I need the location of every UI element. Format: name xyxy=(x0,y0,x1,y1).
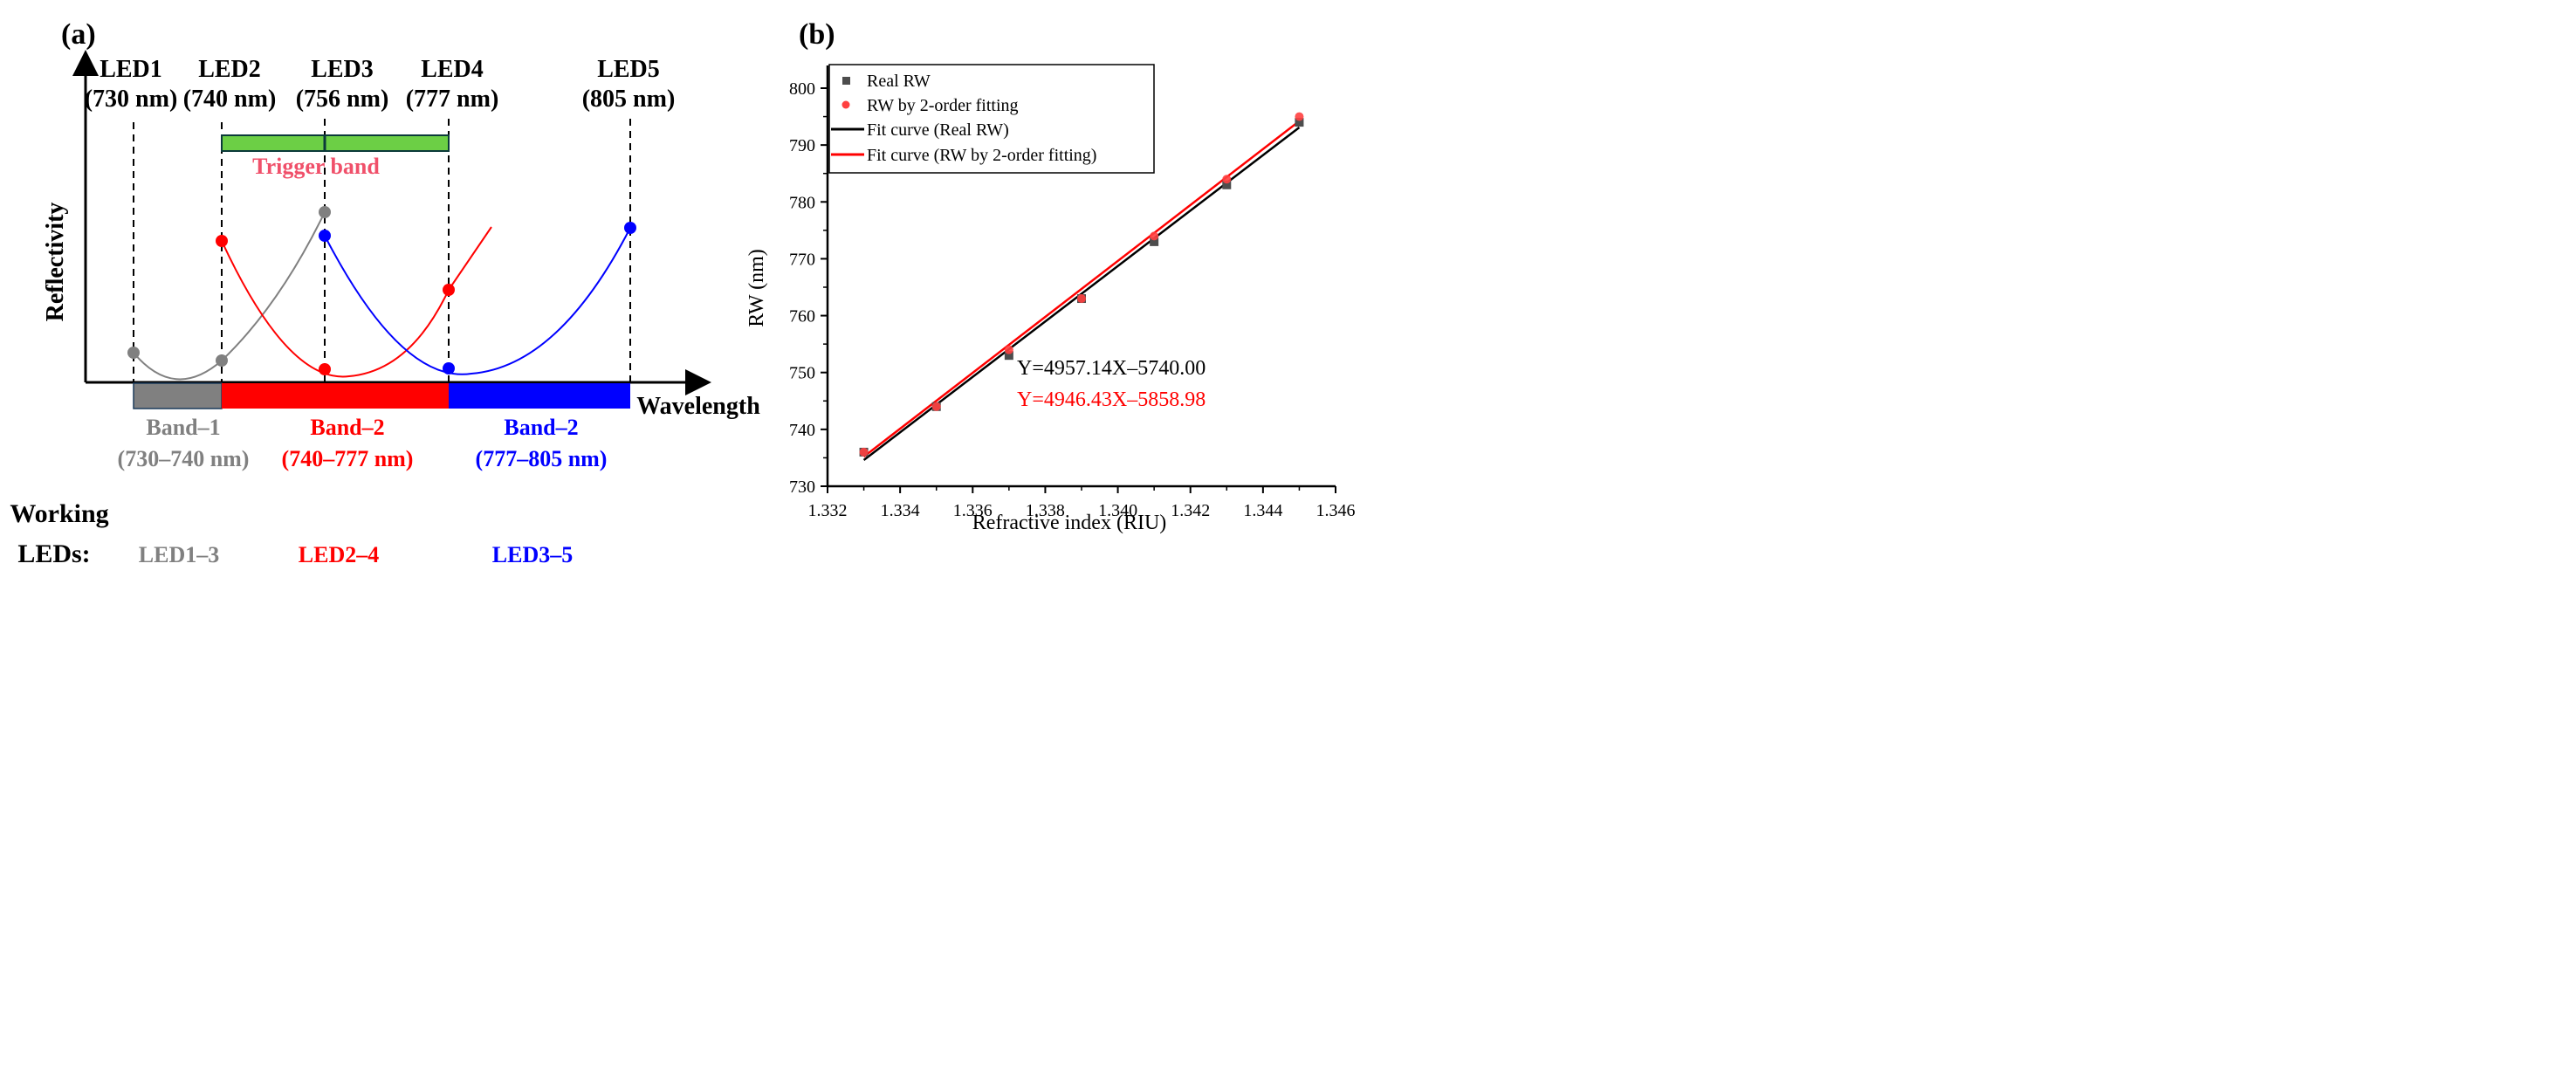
legend-square-marker xyxy=(842,77,850,85)
equation-real: Y=4957.14X–5740.00 xyxy=(1017,357,1206,380)
data-point-real xyxy=(1295,118,1304,127)
panel-b-label: (b) xyxy=(799,18,835,51)
data-point-fitted xyxy=(1077,294,1086,304)
legend-label: RW by 2-order fitting xyxy=(867,96,1019,115)
panel-a: (a) Reflectivity Wavelength LED1 (730 nm… xyxy=(10,18,760,568)
legend-label: Fit curve (Real RW) xyxy=(867,120,1009,140)
gray-point xyxy=(216,354,228,367)
y-tick-label: 730 xyxy=(789,478,815,497)
red-point xyxy=(216,235,228,247)
trigger-band-label: Trigger band xyxy=(252,154,380,179)
red-point xyxy=(443,284,455,296)
y-tick-label: 770 xyxy=(789,250,815,269)
working-leds-3: LED3–5 xyxy=(492,542,573,567)
led-wavelength: (730 nm) xyxy=(85,86,178,113)
gray-curve xyxy=(133,211,326,381)
x-tick-label: 1.338 xyxy=(1026,501,1065,520)
led-wavelength: (805 nm) xyxy=(582,86,676,113)
band-1-name: Band–1 xyxy=(146,415,220,440)
red-curve xyxy=(221,226,492,378)
x-axis-label: Wavelength xyxy=(636,393,760,420)
data-point-fitted xyxy=(1295,112,1304,121)
y-tick-label: 740 xyxy=(789,421,815,440)
y-tick-label: 750 xyxy=(789,364,815,383)
y-tick-label: 760 xyxy=(789,307,815,326)
band-2-blue-bar xyxy=(449,383,630,409)
blue-point xyxy=(319,230,331,242)
led-name: LED2 xyxy=(198,56,261,83)
y-axis-title: RW (nm) xyxy=(745,249,768,327)
led-name: LED5 xyxy=(597,56,660,83)
x-tick-label: 1.340 xyxy=(1098,501,1137,520)
working-leds-1: LED1–3 xyxy=(139,542,219,567)
data-point-real xyxy=(1150,237,1159,246)
band-1-range: (730–740 nm) xyxy=(118,446,250,471)
gray-point xyxy=(319,206,331,218)
data-point-fitted xyxy=(1222,175,1232,184)
led-wavelength: (740 nm) xyxy=(183,86,277,113)
working-label: Working xyxy=(10,499,108,528)
legend-label: Real RW xyxy=(867,72,931,91)
data-point-real xyxy=(1004,351,1013,361)
x-tick-label: 1.344 xyxy=(1243,501,1282,520)
led-name: LED4 xyxy=(421,56,484,83)
trigger-band-bar xyxy=(221,134,450,152)
blue-curve xyxy=(324,227,631,375)
band-2-red-bar xyxy=(222,383,449,409)
legend-box xyxy=(828,64,1155,174)
data-point-fitted xyxy=(1004,345,1013,354)
data-point-real xyxy=(1222,180,1232,189)
band-1-bar xyxy=(133,382,223,409)
equation-fitted: Y=4946.43X–5858.98 xyxy=(1017,388,1206,411)
led-wavelength: (777 nm) xyxy=(406,86,499,113)
band-2-name: Band–2 xyxy=(310,415,384,440)
legend-circle-marker xyxy=(841,100,850,109)
y-tick-label: 790 xyxy=(789,136,815,155)
band-3-range: (777–805 nm) xyxy=(476,446,608,471)
led-wavelength: (756 nm) xyxy=(296,86,389,113)
chart: 730 740 750 760 770 780 790 800 1.332 1.334 1.336 1… xyxy=(789,65,1356,520)
band-3-name: Band–2 xyxy=(504,415,578,440)
blue-point xyxy=(624,222,636,234)
band-2-range: (740–777 nm) xyxy=(282,446,414,471)
legend: Real RW RW by 2-order fitting Fit curve … xyxy=(828,64,1155,174)
x-tick-label: 1.334 xyxy=(881,501,920,520)
working-leds-2: LED2–4 xyxy=(299,542,379,567)
gray-point xyxy=(127,347,140,359)
x-tick-label: 1.336 xyxy=(953,501,993,520)
panel-b: (b) 730 740 750 760 770 780 790 800 1.332 1.334 1.… xyxy=(745,18,1356,534)
led-name: LED3 xyxy=(311,56,374,83)
leds-label: LEDs: xyxy=(17,539,90,568)
x-tick-label: 1.332 xyxy=(808,501,848,520)
data-point-fitted xyxy=(1150,231,1159,241)
y-tick-label: 780 xyxy=(789,193,815,212)
legend-label: Fit curve (RW by 2-order fitting) xyxy=(867,146,1096,165)
x-tick-label: 1.346 xyxy=(1316,501,1356,520)
y-tick-label: 800 xyxy=(789,79,815,99)
x-tick-label: 1.342 xyxy=(1171,501,1210,520)
x-axis-title: Refractive index (RIU) xyxy=(972,512,1167,534)
data-point-fitted xyxy=(859,447,869,457)
y-axis-label: Reflectivity xyxy=(42,203,69,322)
data-point-fitted xyxy=(931,402,941,411)
blue-point xyxy=(443,362,455,375)
red-point xyxy=(319,363,331,375)
led-name: LED1 xyxy=(100,56,162,83)
panel-a-label: (a) xyxy=(61,18,96,51)
